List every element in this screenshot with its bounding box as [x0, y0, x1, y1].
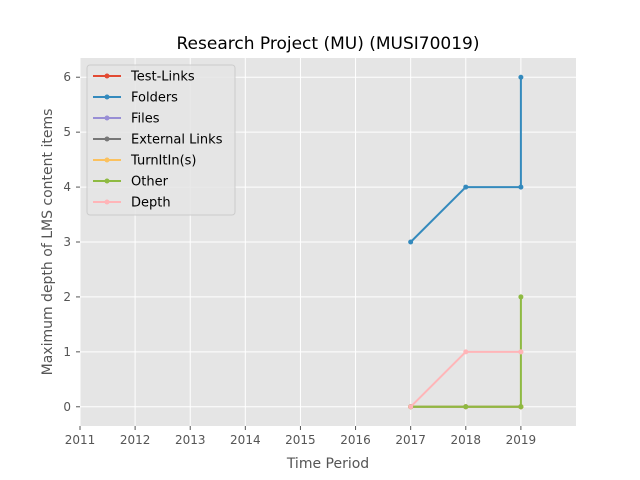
series-line — [409, 77, 522, 243]
legend-item: External Links — [93, 133, 223, 148]
data-point — [463, 184, 469, 190]
x-tick-label: 2011 — [65, 433, 96, 447]
chart-title: Research Project (MU) (MUSI70019) — [177, 34, 480, 54]
legend-label: Depth — [131, 196, 171, 211]
data-point — [518, 74, 524, 80]
data-point — [518, 184, 524, 190]
legend-label: Test-Links — [130, 70, 195, 85]
legend-label: Other — [131, 175, 169, 190]
legend-swatch-marker — [104, 115, 110, 121]
y-tick-label: 3 — [63, 235, 71, 249]
legend-swatch-marker — [104, 73, 110, 79]
legend-label: External Links — [131, 133, 223, 148]
legend-swatch-marker — [104, 136, 110, 142]
x-axis-ticks: 2011 2012 2013 2014 2015 2016 2017 2018 2019 — [65, 426, 536, 447]
y-tick-label: 5 — [63, 125, 71, 139]
data-point — [408, 404, 414, 410]
series-depth — [408, 349, 524, 410]
y-tick-label: 4 — [63, 180, 71, 194]
data-point — [463, 349, 469, 355]
series-folders — [408, 74, 524, 245]
y-axis-ticks: 0 1 2 3 4 5 6 — [63, 70, 80, 414]
legend-swatch-marker — [104, 199, 110, 205]
y-tick-label: 1 — [63, 345, 71, 359]
legend-label: Files — [131, 112, 160, 127]
data-point — [518, 294, 524, 300]
x-tick-label: 2012 — [120, 433, 151, 447]
x-tick-label: 2018 — [451, 433, 482, 447]
legend-swatch-marker — [104, 94, 110, 100]
data-point — [408, 239, 414, 245]
x-axis-label: Time Period — [286, 456, 369, 472]
legend-item: Test-Links — [93, 70, 195, 85]
y-axis-label: Maximum depth of LMS content items — [40, 109, 56, 376]
legend-item: Files — [93, 112, 160, 127]
legend-label: Folders — [131, 91, 178, 106]
legend-box — [86, 64, 236, 216]
x-tick-label: 2015 — [285, 433, 316, 447]
x-tick-label: 2016 — [340, 433, 371, 447]
legend-item: Folders — [93, 91, 178, 106]
legend-item: Depth — [93, 196, 171, 211]
y-tick-label: 0 — [63, 400, 71, 414]
legend-label: TurnItIn(s) — [130, 154, 196, 169]
legend-item: TurnItIn(s) — [93, 154, 196, 169]
data-point — [518, 349, 524, 355]
x-tick-label: 2019 — [506, 433, 537, 447]
y-tick-label: 2 — [63, 290, 71, 304]
legend: Test-Links Folders Files External Links Turn… — [86, 64, 236, 216]
series-group — [408, 74, 524, 410]
x-tick-label: 2014 — [230, 433, 261, 447]
legend-swatch-marker — [104, 178, 110, 184]
x-tick-label: 2017 — [395, 433, 426, 447]
data-point — [518, 404, 524, 410]
y-tick-label: 6 — [63, 70, 71, 84]
legend-swatch-marker — [104, 157, 110, 163]
x-tick-label: 2013 — [175, 433, 206, 447]
data-point — [463, 404, 469, 410]
legend-item: Other — [93, 175, 169, 190]
